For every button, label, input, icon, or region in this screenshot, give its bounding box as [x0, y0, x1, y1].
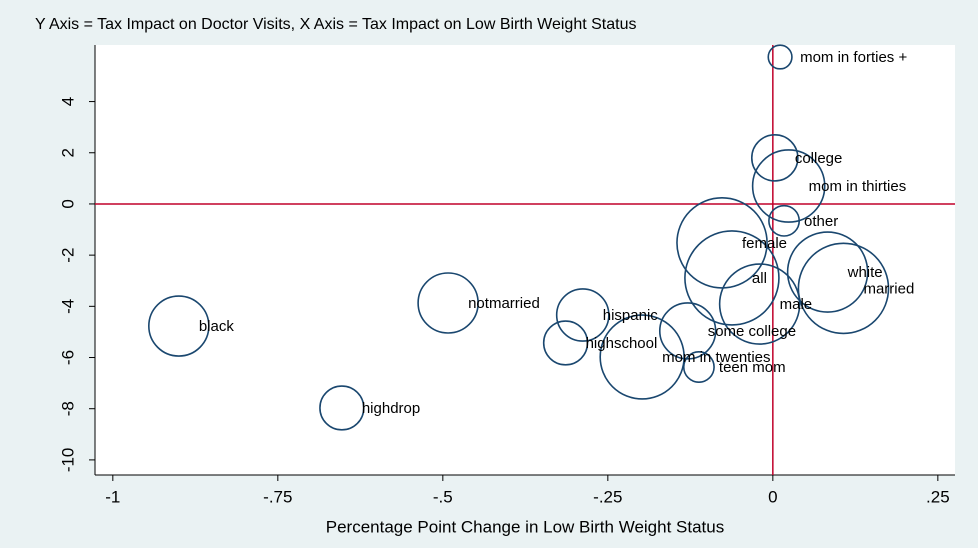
point-label: college: [795, 150, 843, 167]
plot-area: [95, 45, 955, 475]
x-tick-label: -.25: [593, 487, 622, 506]
point-label: married: [863, 280, 914, 297]
bubble: [718, 263, 801, 345]
bubble: [319, 385, 365, 431]
y-tick-label: -4: [58, 299, 77, 314]
bubble: [542, 320, 589, 366]
point-label: highschool: [586, 335, 658, 352]
point-label: highdrop: [362, 400, 420, 417]
bubble: [417, 272, 479, 334]
point-label: female: [742, 235, 787, 252]
y-tick-label: 2: [58, 148, 77, 157]
point-label: white: [847, 264, 883, 281]
y-tick-label: 4: [58, 97, 77, 106]
bubble: [676, 196, 768, 289]
bubble: [767, 44, 793, 70]
bubble: [797, 242, 890, 335]
x-tick-label: -1: [105, 487, 120, 506]
point-label: mom in forties +: [800, 49, 907, 66]
chart-title: Y Axis = Tax Impact on Doctor Visits, X …: [35, 16, 636, 33]
bubble: [599, 314, 685, 400]
y-tick-label: -6: [58, 350, 77, 365]
x-axis-label: Percentage Point Change in Low Birth Wei…: [326, 517, 724, 536]
point-label: all: [752, 270, 767, 287]
bubble: [684, 230, 780, 326]
point-label: mom in twenties: [662, 349, 770, 366]
point-label: hispanic: [603, 307, 659, 324]
bubble: [658, 302, 717, 360]
bubble: [148, 295, 210, 357]
point-label: mom in thirties: [809, 178, 907, 195]
bubble: [786, 231, 869, 313]
point-label: male: [780, 296, 813, 313]
point-label: some college: [708, 323, 796, 340]
bubble: [682, 351, 715, 383]
bubble: [768, 204, 801, 237]
x-tick-label: 0: [768, 487, 777, 506]
bubble: [751, 149, 826, 223]
point-label: teen mom: [719, 359, 786, 376]
point-label: black: [199, 318, 235, 335]
bubble: [750, 134, 799, 182]
y-tick-label: -2: [58, 248, 77, 263]
x-tick-label: -.5: [433, 487, 453, 506]
point-label: notmarried: [468, 295, 540, 312]
bubble: [555, 288, 610, 342]
x-tick-label: -.75: [263, 487, 292, 506]
x-tick-label: .25: [926, 487, 950, 506]
point-label: other: [804, 213, 838, 230]
y-tick-label: -8: [58, 401, 77, 416]
y-tick-label: -10: [58, 448, 77, 473]
y-tick-label: 0: [58, 199, 77, 208]
